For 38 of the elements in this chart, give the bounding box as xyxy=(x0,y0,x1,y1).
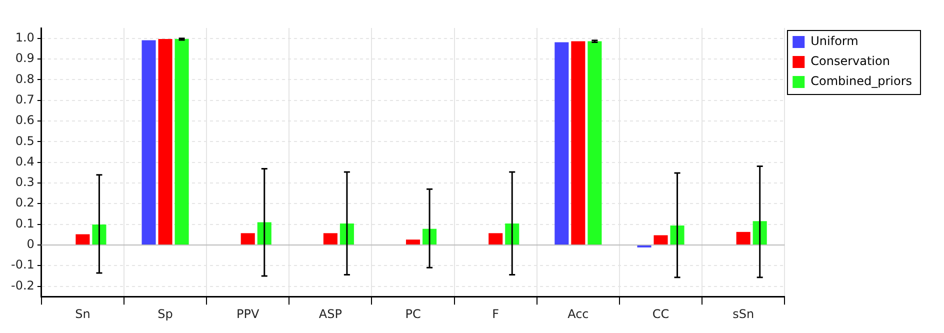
y-tick-label: 1.0 xyxy=(15,30,34,44)
y-tick-label: 0.6 xyxy=(15,113,34,128)
bar xyxy=(406,240,420,244)
x-tick-label: Acc xyxy=(568,306,589,321)
y-tick-label: 0.8 xyxy=(15,72,34,86)
bar xyxy=(736,232,750,244)
x-tick-label: F xyxy=(492,306,500,321)
y-tick-label: -0.2 xyxy=(10,278,34,292)
y-tick-label: 0 xyxy=(26,237,34,252)
x-tick-label: Sn xyxy=(75,306,90,321)
x-tick-label: CC xyxy=(652,306,670,321)
bar xyxy=(158,38,172,244)
legend-label: Combined_priors xyxy=(810,74,912,88)
y-tick-label: 0.7 xyxy=(15,92,34,106)
bar xyxy=(142,40,156,244)
bar xyxy=(240,233,255,244)
bar xyxy=(654,235,668,244)
bar xyxy=(174,38,189,244)
bar xyxy=(323,233,338,244)
x-tick-label: PC xyxy=(405,306,421,321)
x-tick-label: PPV xyxy=(236,306,260,321)
legend-label: Uniform xyxy=(810,34,858,48)
y-tick-label: 0.4 xyxy=(15,154,34,168)
x-tick-label: Sp xyxy=(158,306,173,321)
x-tick-label: sSn xyxy=(732,306,754,321)
y-tick-label: 0.5 xyxy=(15,134,34,148)
y-tick-label: 0.9 xyxy=(15,51,34,66)
bar xyxy=(488,233,503,244)
bar xyxy=(76,234,90,244)
bar xyxy=(554,42,569,244)
y-tick-label: 0.1 xyxy=(15,216,34,230)
y-tick-label: 0.3 xyxy=(15,175,34,190)
y-tick-label: 0.2 xyxy=(15,196,34,210)
bar xyxy=(588,41,602,244)
x-tick-label: ASP xyxy=(318,306,342,321)
legend-label: Conservation xyxy=(810,54,890,68)
bar xyxy=(571,41,586,244)
y-tick-label: -0.1 xyxy=(10,258,34,272)
